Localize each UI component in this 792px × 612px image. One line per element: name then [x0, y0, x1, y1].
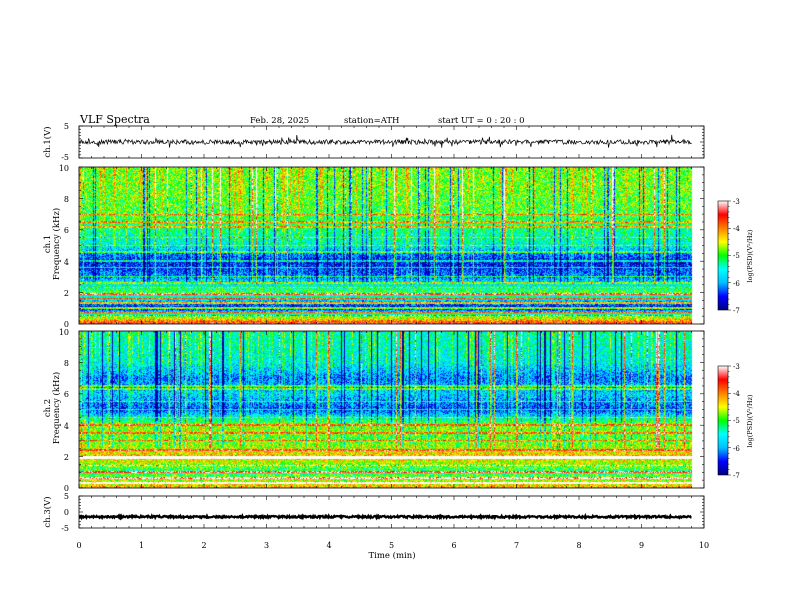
ch2-spectrogram-panel: 10 8 6 4 2 0 ch.2 Frequency (kHz) [43, 328, 705, 493]
ch2-ytick-8: 8 [64, 359, 69, 368]
ch3-waveform-panel: 5 0 -5 ch.3(V) [42, 492, 705, 533]
figure-title: VLF Spectra [79, 113, 150, 126]
time-axis-label: Time (min) [368, 550, 415, 561]
ch2-ytick-0: 0 [64, 484, 69, 493]
ch1-spectrogram-ytick-labels: 10 8 6 4 2 0 [59, 164, 69, 329]
ch1-colorbar-tick-m7: -7 [733, 307, 740, 315]
ch1-waveform-trace [78, 134, 692, 148]
ch2-colorbar-label: log(PSD)(V²/Hz) [746, 394, 754, 447]
ch1-ytick-2: 2 [64, 289, 69, 298]
time-tick-label-9: 9 [639, 541, 644, 550]
ch1-spectrogram-channel-label: ch.1 [43, 235, 53, 253]
time-tick-label-2: 2 [201, 541, 206, 550]
ch2-ytick-4: 4 [64, 422, 69, 431]
ch1-colorbar-tick-m3: -3 [733, 198, 740, 206]
date-label: Feb. 28, 2025 [250, 116, 309, 126]
ch2-spectrogram-image [79, 331, 704, 488]
ch2-colorbar-gradient [717, 365, 729, 476]
time-tick-label-8: 8 [576, 541, 581, 550]
ch3-ylabel: ch.3(V) [42, 496, 53, 527]
ch1-ytick-6: 6 [64, 226, 69, 235]
ch2-colorbar-tick-m4: -4 [733, 390, 740, 398]
time-axis: 0 1 2 3 4 5 6 7 8 9 10 Time (min) [76, 541, 709, 561]
ch1-spectrogram-ylabel: Frequency (kHz) [51, 208, 62, 280]
ch1-ytick-10: 10 [59, 164, 69, 173]
time-tick-label-7: 7 [514, 541, 519, 550]
time-tick-label-6: 6 [451, 541, 456, 550]
ch2-colorbar-tick-m6: -6 [733, 445, 740, 453]
ch3-ytick-bottom: -5 [61, 524, 69, 533]
ch1-ytick-8: 8 [64, 195, 69, 204]
figure-header: VLF Spectra Feb. 28, 2025 station=ATH st… [79, 113, 525, 126]
ch1-ytick-bottom: -5 [61, 153, 69, 162]
ch2-colorbar-tick-m5: -5 [733, 417, 740, 425]
ch1-colorbar-gradient [717, 200, 729, 311]
ch3-waveform-trace [78, 512, 692, 521]
ch2-spectrogram-channel-label: ch.2 [43, 399, 53, 417]
ch1-colorbar-tick-m5: -5 [733, 252, 740, 260]
ch1-colorbar-tick-m4: -4 [733, 225, 740, 233]
ch1-ylabel: ch.1(V) [42, 126, 53, 157]
ch1-waveform-panel: 5 -5 ch.1(V) [42, 122, 705, 162]
time-tick-label-4: 4 [326, 541, 331, 550]
ch1-ytick-0: 0 [64, 320, 69, 329]
ch1-colorbar-label: log(PSD)(V²/Hz) [746, 229, 754, 282]
time-tick-label-5: 5 [389, 541, 394, 550]
station-label: station=ATH [344, 116, 399, 126]
ch2-spectrogram-ylabel: Frequency (kHz) [51, 372, 62, 444]
ch1-spectrogram-panel: 10 8 6 4 2 0 ch.1 Frequency (kHz) [43, 164, 705, 329]
ch2-colorbar-tick-m7: -7 [733, 472, 740, 480]
ch2-spectrogram-ytick-labels: 10 8 6 4 2 0 [59, 328, 69, 493]
time-tick-label-1: 1 [139, 541, 144, 550]
ch2-ytick-2: 2 [64, 453, 69, 462]
ch2-ytick-6: 6 [64, 390, 69, 399]
time-tick-label-3: 3 [264, 541, 269, 550]
ch1-ytick-top: 5 [64, 122, 69, 131]
time-tick-label-10: 10 [699, 541, 709, 550]
ch3-ytick-mid: 0 [64, 508, 69, 517]
ch1-colorbar: -3 -4 -5 -6 -7 log(PSD)(V²/Hz) [717, 198, 754, 315]
ch1-spectrogram-image [79, 167, 704, 324]
ch2-colorbar: -3 -4 -5 -6 -7 log(PSD)(V²/Hz) [717, 363, 754, 480]
ch2-ytick-10: 10 [59, 328, 69, 337]
ch2-colorbar-tick-m3: -3 [733, 363, 740, 371]
ch1-colorbar-tick-m6: -6 [733, 280, 740, 288]
start-time-label: start UT = 0 : 20 : 0 [438, 116, 525, 126]
ch1-ytick-4: 4 [64, 258, 69, 267]
time-tick-label-0: 0 [76, 541, 81, 550]
ch3-ytick-top: 5 [64, 492, 69, 501]
ch3-waveform-frame [78, 495, 705, 529]
